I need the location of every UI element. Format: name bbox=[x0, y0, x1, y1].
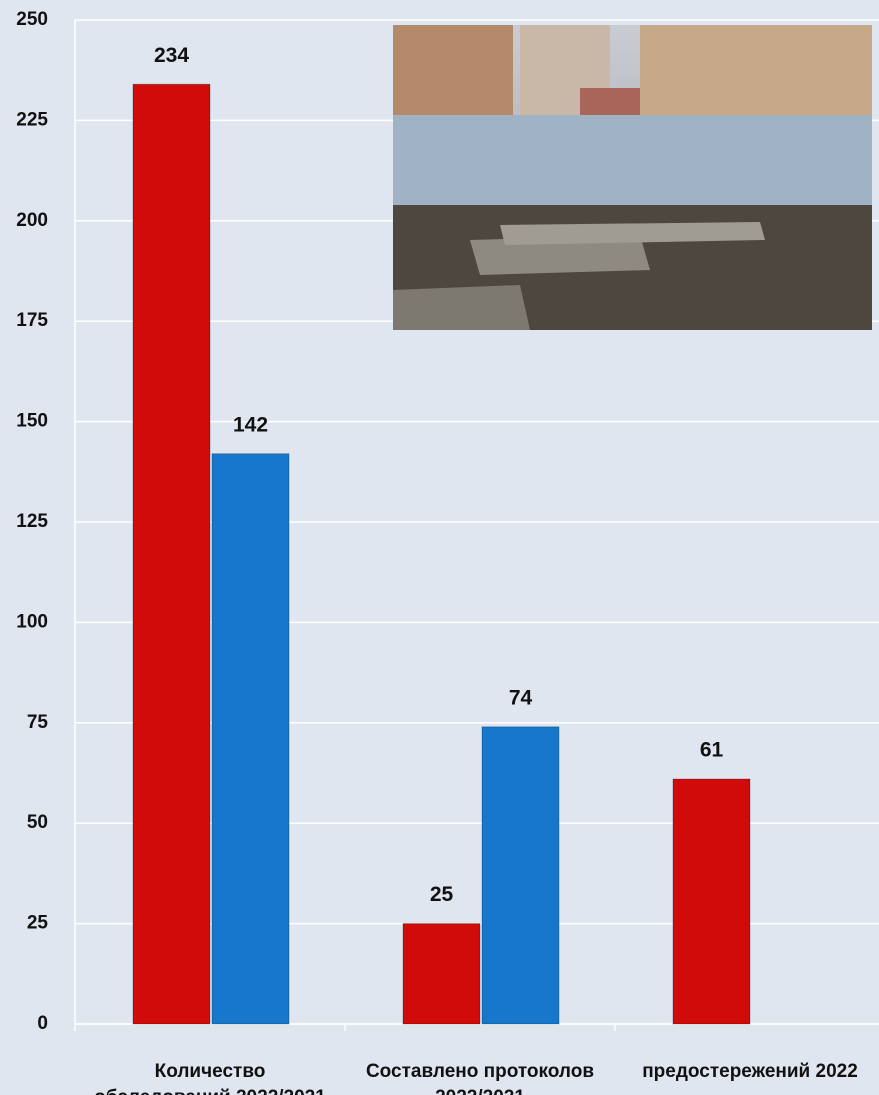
bar bbox=[211, 453, 290, 1025]
bar bbox=[402, 923, 481, 1025]
y-tick-label: 75 bbox=[27, 712, 49, 733]
value-label: 25 bbox=[430, 883, 454, 906]
y-tick-label: 50 bbox=[27, 812, 48, 833]
y-tick-label: 100 bbox=[16, 611, 48, 632]
bar bbox=[481, 726, 560, 1025]
x-tick-label: Составлено протоколов bbox=[366, 1061, 594, 1082]
y-tick-label: 200 bbox=[16, 210, 48, 231]
y-tick-label: 125 bbox=[16, 511, 48, 532]
photo bbox=[393, 25, 872, 330]
value-label: 74 bbox=[509, 686, 533, 709]
value-label: 61 bbox=[700, 739, 724, 762]
x-tick-label: предостережений 2022 bbox=[642, 1061, 858, 1082]
y-tick-label: 175 bbox=[16, 310, 48, 331]
bar bbox=[132, 83, 211, 1025]
x-tick-label: Количество bbox=[155, 1061, 266, 1082]
x-tick-label: обследований 2022/2021 bbox=[94, 1087, 326, 1095]
y-tick-label: 150 bbox=[16, 411, 48, 432]
value-label: 234 bbox=[154, 44, 189, 67]
bar bbox=[672, 778, 751, 1025]
x-tick-label: 2022/2021 bbox=[435, 1087, 525, 1095]
y-tick-label: 250 bbox=[16, 9, 48, 30]
y-tick-label: 25 bbox=[27, 913, 49, 934]
y-tick-label: 225 bbox=[16, 109, 48, 130]
value-label: 142 bbox=[233, 413, 268, 436]
y-tick-label: 0 bbox=[37, 1013, 48, 1034]
